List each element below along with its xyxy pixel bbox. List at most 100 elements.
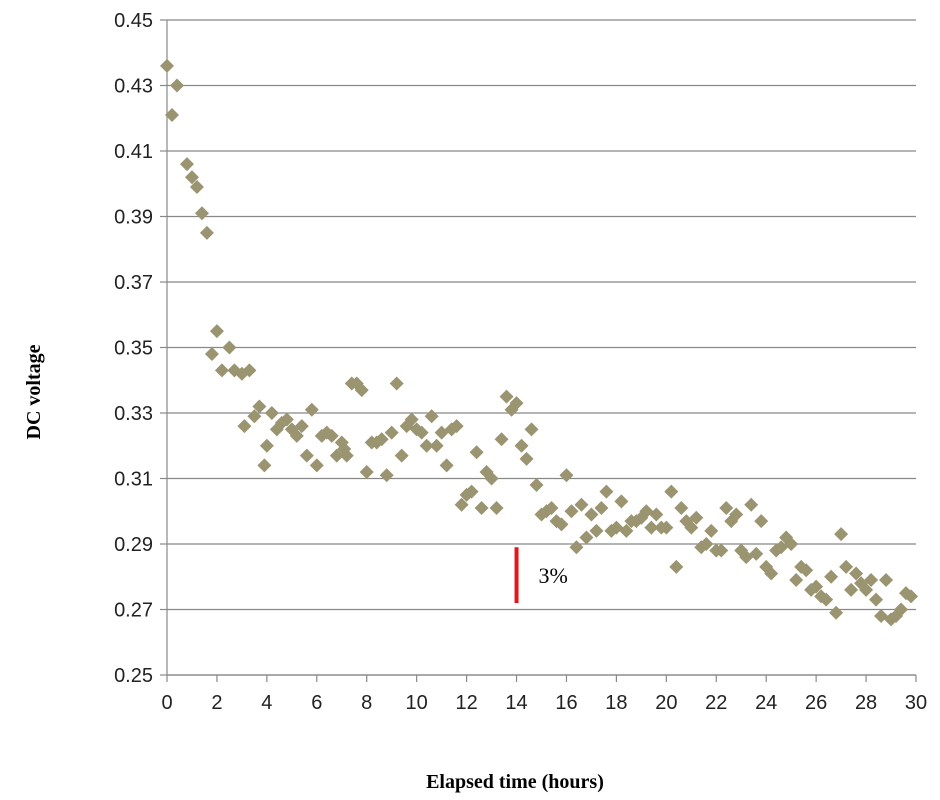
axes xyxy=(160,19,917,682)
data-point xyxy=(329,448,344,463)
data-point xyxy=(649,507,664,522)
x-axis-title: Elapsed time (hours) xyxy=(426,771,604,793)
data-point xyxy=(644,520,659,535)
data-point xyxy=(599,484,614,499)
data-point xyxy=(424,409,439,424)
tick-labels: 0.25 0.27 0.29 0.31 0.33 0.35 0.37 0.39 0.41 0.43… xyxy=(114,10,927,714)
y-tick-label: 0.31 xyxy=(114,469,153,491)
data-point xyxy=(669,559,684,574)
data-point xyxy=(469,445,484,460)
data-point xyxy=(564,504,579,519)
y-tick-label: 0.43 xyxy=(114,76,153,98)
data-point xyxy=(389,376,404,391)
data-point xyxy=(819,592,834,607)
data-point xyxy=(684,520,699,535)
data-point xyxy=(374,432,389,447)
data-point xyxy=(764,566,779,581)
data-point xyxy=(519,451,534,466)
data-point xyxy=(544,500,559,515)
data-point xyxy=(237,419,252,434)
data-point xyxy=(304,402,319,417)
x-tick-label: 2 xyxy=(211,692,222,714)
data-point xyxy=(809,579,824,594)
data-point xyxy=(584,507,599,522)
data-point xyxy=(664,484,679,499)
annotation-label: 3% xyxy=(539,563,568,588)
data-point xyxy=(379,468,394,483)
x-tick-label: 28 xyxy=(855,692,877,714)
data-point xyxy=(489,500,504,515)
data-point xyxy=(449,419,464,434)
data-point xyxy=(589,523,604,538)
data-point xyxy=(834,527,849,542)
y-axis-title: DC voltage xyxy=(23,344,45,439)
data-point xyxy=(719,500,734,515)
data-point xyxy=(699,537,714,551)
data-point xyxy=(394,448,409,463)
data-point xyxy=(864,573,879,588)
x-tick-label: 24 xyxy=(755,692,777,714)
data-point xyxy=(359,464,374,479)
data-point xyxy=(474,500,489,515)
data-points xyxy=(160,58,919,627)
data-point xyxy=(524,422,539,437)
x-tick-label: 10 xyxy=(406,692,428,714)
x-tick-label: 0 xyxy=(161,692,172,714)
data-point xyxy=(859,582,874,597)
data-point xyxy=(339,448,354,463)
data-point xyxy=(594,500,609,515)
data-point xyxy=(384,425,399,440)
data-point xyxy=(499,389,514,404)
data-point xyxy=(454,497,469,512)
data-point xyxy=(169,78,184,93)
x-tick-label: 4 xyxy=(261,692,272,714)
data-point xyxy=(189,180,204,195)
data-point xyxy=(729,507,744,522)
data-point xyxy=(674,500,689,515)
y-tick-label: 0.39 xyxy=(114,207,153,229)
grid-lines xyxy=(167,19,916,676)
data-point xyxy=(204,347,219,362)
y-tick-label: 0.25 xyxy=(114,665,153,687)
data-point xyxy=(849,566,864,581)
data-point xyxy=(164,107,179,122)
data-point xyxy=(754,514,769,529)
data-point xyxy=(160,58,174,73)
x-tick-label: 14 xyxy=(505,692,527,714)
data-point xyxy=(247,409,262,424)
x-tick-label: 18 xyxy=(605,692,627,714)
data-point xyxy=(419,438,434,453)
data-point xyxy=(264,406,279,420)
data-point xyxy=(799,563,814,578)
data-point xyxy=(324,428,339,443)
annotation: 3% xyxy=(514,547,568,603)
data-point xyxy=(194,206,209,221)
data-point xyxy=(614,494,629,509)
data-point xyxy=(354,383,369,398)
data-point xyxy=(222,340,237,355)
data-point xyxy=(844,582,859,597)
data-point xyxy=(514,438,529,453)
data-point xyxy=(554,517,569,532)
x-tick-label: 30 xyxy=(905,692,927,714)
data-point xyxy=(619,523,634,538)
x-tick-label: 22 xyxy=(705,692,727,714)
data-point xyxy=(279,412,294,427)
data-point xyxy=(299,448,314,463)
y-tick-label: 0.27 xyxy=(114,600,153,622)
data-point xyxy=(404,412,419,427)
data-point xyxy=(869,592,884,607)
data-point xyxy=(749,546,764,561)
x-tick-label: 8 xyxy=(361,692,372,714)
data-point xyxy=(574,497,589,512)
data-point xyxy=(289,428,304,443)
data-point xyxy=(714,543,729,558)
data-point xyxy=(294,419,309,434)
x-tick-label: 20 xyxy=(655,692,677,714)
x-tick-label: 12 xyxy=(455,692,477,714)
data-point xyxy=(179,157,194,172)
data-point xyxy=(879,573,894,588)
y-tick-label: 0.29 xyxy=(114,534,153,556)
data-point xyxy=(559,468,574,483)
